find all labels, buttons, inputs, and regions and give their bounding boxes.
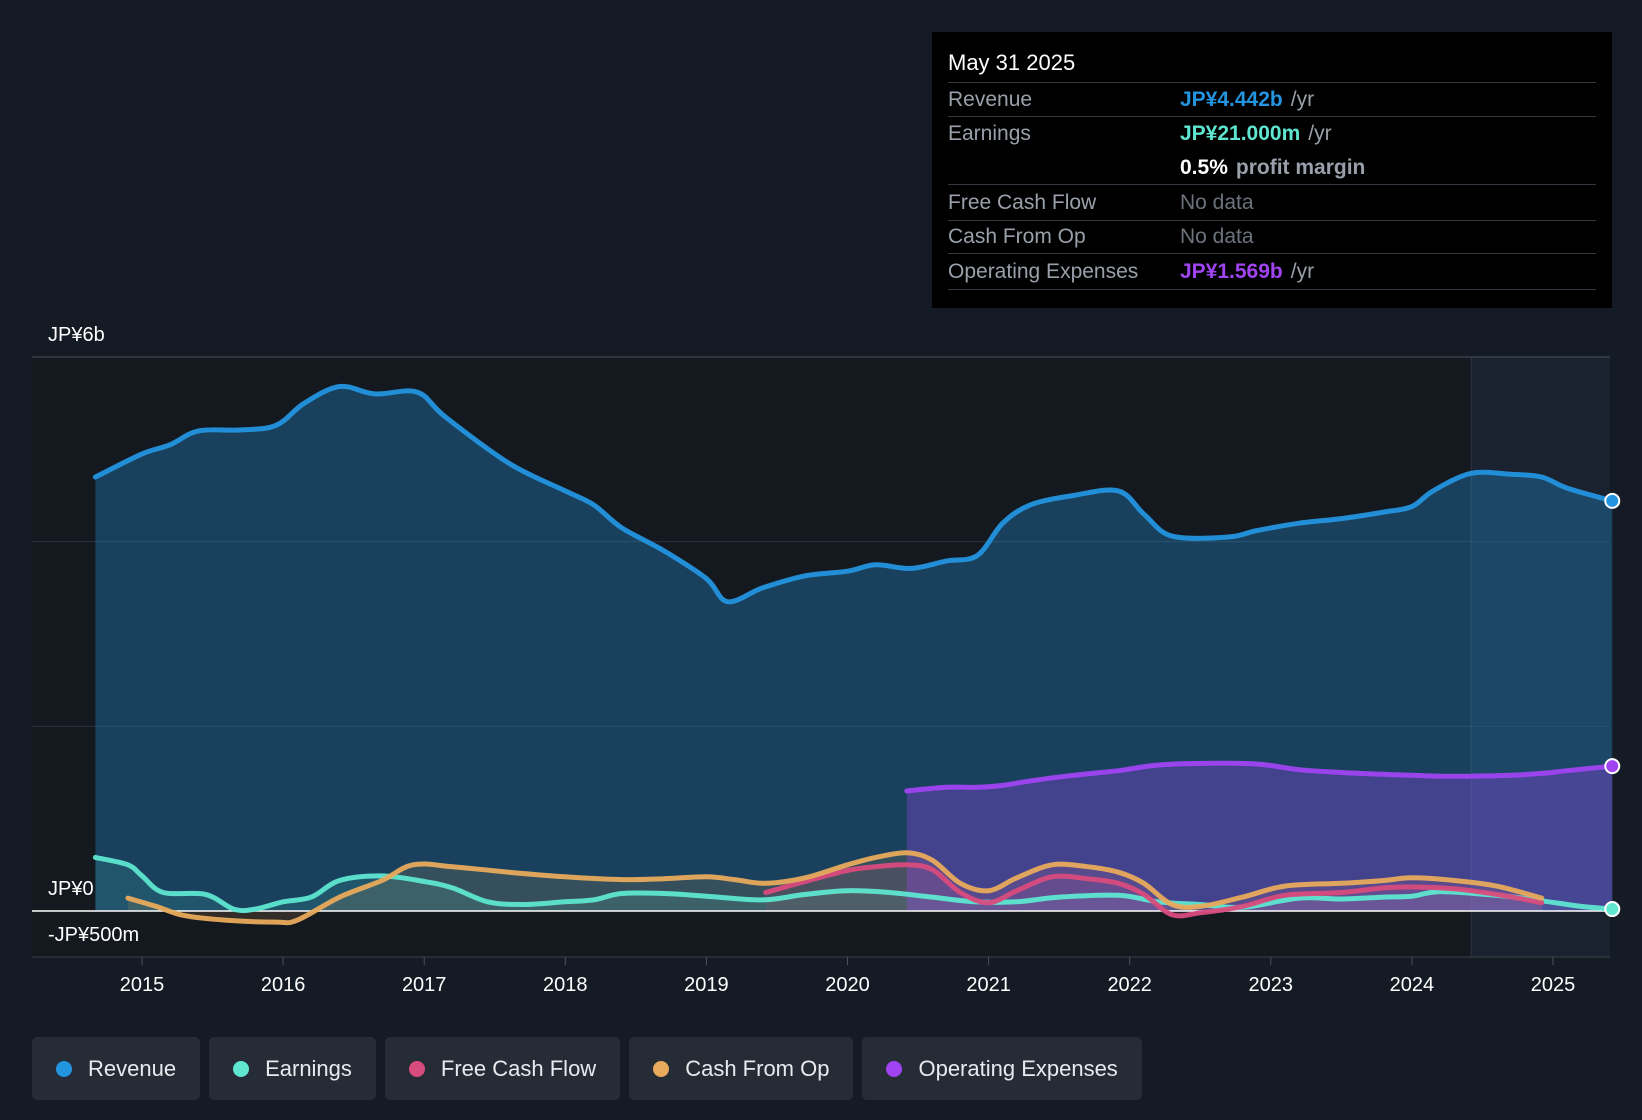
x-tick-label: 2020 <box>825 974 870 996</box>
y-tick-label: -JP¥500m <box>48 924 139 946</box>
x-tick-label: 2024 <box>1390 974 1435 996</box>
opex-area <box>906 763 1613 911</box>
tooltip: May 31 2025 Revenue JP¥4.442b /yr Earnin… <box>932 32 1612 308</box>
tooltip-value: JP¥4.442b <box>1180 87 1283 111</box>
forecast-region <box>1471 357 1610 957</box>
tooltip-row-margin: 0.5% profit margin <box>948 151 1596 185</box>
tooltip-unit: /yr <box>1290 87 1315 111</box>
opex-end-dot <box>1604 758 1621 775</box>
revenue-line <box>92 383 1615 605</box>
opex-dot-icon <box>886 1060 903 1077</box>
tooltip-date: May 31 2025 <box>948 48 1596 83</box>
x-tick-label: 2019 <box>684 974 729 996</box>
tooltip-label: Operating Expenses <box>948 259 1139 283</box>
tooltip-row-fcf: Free Cash Flow No data <box>948 185 1596 221</box>
legend-label: Revenue <box>88 1055 177 1081</box>
tooltip-label: Revenue <box>948 87 1033 111</box>
tooltip-unit: /yr <box>1308 122 1332 145</box>
tooltip-row-opex: Operating Expenses JP¥1.569b /yr <box>948 254 1596 290</box>
legend-label: Cash From Op <box>685 1055 830 1081</box>
gridlines <box>32 356 1610 727</box>
legend-item-earnings[interactable]: Earnings <box>209 1037 376 1100</box>
fcf-area <box>765 864 1542 916</box>
plot-background <box>32 357 1610 957</box>
fcf-dot-icon <box>408 1060 425 1077</box>
series-lines <box>92 383 1615 926</box>
legend-label: Free Cash Flow <box>440 1055 597 1081</box>
y-tick-label: JP¥6b <box>48 324 105 346</box>
x-tick-label: 2025 <box>1531 974 1576 996</box>
legend-item-opex[interactable]: Operating Expenses <box>862 1037 1142 1100</box>
x-tick-label: 2015 <box>120 974 165 996</box>
tooltip-value: JP¥1.569b <box>1180 259 1283 283</box>
x-axis-labels: 2015 2016 2017 2018 2019 2020 2021 2022 2023 2024… <box>120 957 1576 996</box>
x-tick-label: 2021 <box>966 974 1011 996</box>
tooltip-unit: /yr <box>1290 259 1315 283</box>
tooltip-row-earnings: Earnings JP¥21.000m /yr <box>948 117 1596 151</box>
x-tick-label: 2018 <box>543 974 588 996</box>
earnings-end-dot <box>1604 901 1621 918</box>
series-end-markers <box>1604 492 1621 918</box>
cfo-line <box>125 850 1545 926</box>
x-tick-label: 2023 <box>1249 974 1294 996</box>
legend-item-revenue[interactable]: Revenue <box>32 1037 201 1100</box>
x-tick-label: 2022 <box>1107 974 1152 996</box>
x-tick-label: 2016 <box>261 974 306 996</box>
tooltip-value: No data <box>1180 190 1254 214</box>
legend-label: Operating Expenses <box>918 1055 1118 1081</box>
tooltip-label: Earnings <box>948 122 1031 145</box>
revenue-dot-icon <box>56 1060 72 1077</box>
legend-item-fcf[interactable]: Free Cash Flow <box>384 1037 621 1100</box>
earnings-dot-icon <box>233 1060 250 1077</box>
tooltip-row-revenue: Revenue JP¥4.442b /yr <box>948 83 1596 117</box>
revenue-area <box>95 386 1613 911</box>
tooltip-row-cfo: Cash From Op No data <box>948 221 1596 254</box>
earnings-line <box>92 854 1615 914</box>
tooltip-label: Cash From Op <box>948 225 1086 248</box>
x-tick-label: 2017 <box>402 974 447 996</box>
opex-line <box>904 760 1615 794</box>
legend-label: Earnings <box>265 1055 352 1081</box>
tooltip-label: Free Cash Flow <box>948 190 1097 214</box>
legend: Revenue Earnings Free Cash Flow Cash Fro… <box>32 1037 1142 1100</box>
cfo-dot-icon <box>653 1060 670 1077</box>
tooltip-unit: profit margin <box>1235 155 1366 179</box>
y-tick-label: JP¥0 <box>48 878 94 900</box>
fcf-line <box>763 862 1545 919</box>
tooltip-value: 0.5% <box>1180 155 1228 179</box>
legend-item-cfo[interactable]: Cash From Op <box>629 1037 854 1100</box>
tooltip-value: JP¥21.000m <box>1180 122 1301 145</box>
tooltip-value: No data <box>1180 225 1254 248</box>
y-axis-labels: JP¥6b JP¥0 -JP¥500m <box>48 324 139 946</box>
revenue-end-dot <box>1604 492 1621 509</box>
